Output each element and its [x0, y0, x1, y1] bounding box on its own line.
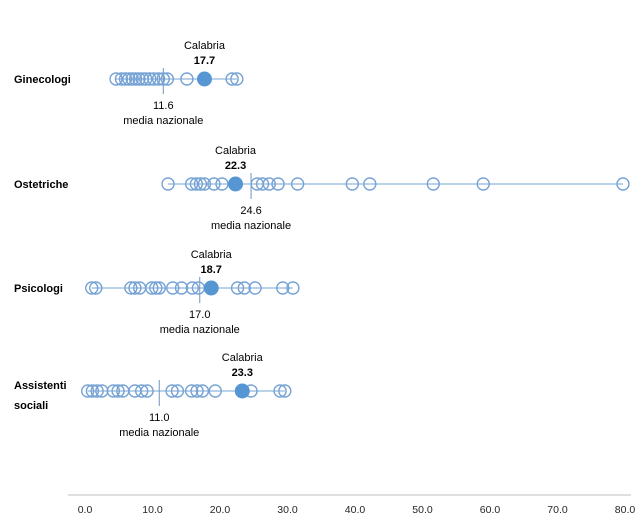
calabria-value-label: 18.7 — [201, 264, 222, 276]
calabria-point — [228, 176, 244, 192]
open-point — [139, 72, 153, 86]
open-point — [184, 177, 199, 191]
open-point — [151, 72, 166, 86]
open-point — [190, 384, 204, 398]
open-point — [90, 384, 104, 398]
x-axis-tick-label: 30.0 — [277, 504, 298, 516]
open-point — [85, 281, 99, 295]
open-point — [476, 177, 490, 191]
mean-name-label: media nazionale — [211, 220, 291, 232]
open-point — [80, 384, 95, 398]
open-point — [276, 281, 290, 295]
open-point — [160, 72, 175, 86]
open-point — [230, 281, 245, 295]
calabria-name-label: Calabria — [222, 352, 264, 364]
open-point — [128, 281, 142, 295]
open-point — [273, 384, 287, 398]
category-label: Ostetriche — [14, 179, 68, 191]
calabria-value-label: 17.7 — [194, 55, 215, 67]
mean-name-label: media nazionale — [123, 115, 203, 127]
open-point — [180, 72, 194, 86]
open-point — [255, 177, 270, 191]
open-point — [165, 384, 179, 398]
open-point — [225, 72, 239, 86]
open-point — [125, 72, 139, 86]
open-point — [195, 384, 210, 398]
calabria-name-label: Calabria — [215, 145, 257, 157]
x-axis-tick-label: 10.0 — [142, 504, 163, 516]
calabria-point — [196, 71, 212, 87]
mean-value-label: 11.0 — [149, 412, 170, 424]
open-point — [149, 281, 163, 295]
open-point — [189, 177, 204, 191]
open-point — [271, 177, 285, 191]
open-point — [286, 281, 300, 295]
open-point — [128, 72, 143, 86]
mean-name-label: media nazionale — [119, 427, 199, 439]
open-point — [248, 281, 262, 295]
open-point — [237, 281, 252, 295]
open-point — [140, 384, 154, 398]
x-axis-tick-label: 40.0 — [345, 504, 366, 516]
mean-name-label: media nazionale — [160, 324, 240, 336]
open-point — [106, 384, 121, 398]
x-axis-tick-label: 20.0 — [210, 504, 231, 516]
open-point — [197, 177, 212, 191]
open-point — [161, 177, 175, 191]
open-point — [89, 281, 103, 295]
calabria-point — [234, 383, 250, 399]
x-axis-tick-label: 60.0 — [480, 504, 501, 516]
mean-value-label: 11.6 — [153, 100, 174, 112]
open-point — [156, 72, 171, 86]
open-point — [109, 72, 123, 86]
calabria-point — [203, 280, 219, 296]
open-point — [185, 281, 200, 295]
open-point — [230, 72, 244, 86]
open-point — [145, 281, 159, 295]
x-axis-tick-label: 50.0 — [412, 504, 433, 516]
x-axis-tick-label: 70.0 — [547, 504, 568, 516]
open-point — [122, 72, 136, 86]
category-label: Psicologi — [14, 283, 63, 295]
x-axis-tick-label: 0.0 — [78, 504, 93, 516]
open-point — [278, 384, 292, 398]
open-point — [132, 72, 146, 86]
open-point — [174, 281, 189, 295]
open-point — [118, 72, 133, 86]
calabria-name-label: Calabria — [191, 249, 233, 261]
open-point — [208, 384, 222, 398]
open-point — [426, 177, 440, 191]
open-point — [134, 384, 149, 398]
mean-value-label: 24.6 — [240, 205, 261, 217]
open-point — [184, 384, 199, 398]
open-point — [193, 177, 208, 191]
category-label: Ginecologi — [14, 74, 71, 86]
open-point — [152, 281, 166, 295]
open-point — [85, 384, 100, 398]
open-point — [143, 72, 157, 86]
calabria-value-label: 23.3 — [232, 367, 253, 379]
open-point — [124, 281, 138, 295]
open-point — [170, 384, 185, 398]
open-point — [207, 177, 221, 191]
open-point — [290, 177, 305, 191]
x-axis-tick-label: 80.0 — [615, 504, 636, 516]
calabria-name-label: Calabria — [184, 40, 226, 52]
mean-value-label: 17.0 — [189, 309, 210, 321]
open-point — [111, 384, 125, 398]
open-point — [363, 177, 377, 191]
open-point — [166, 281, 180, 295]
open-point — [616, 177, 630, 191]
category-label: Assistenti — [14, 380, 67, 392]
open-point — [114, 72, 129, 86]
calabria-value-label: 22.3 — [225, 160, 246, 172]
open-point — [345, 177, 359, 191]
open-point — [147, 72, 161, 86]
category-label: sociali — [14, 400, 48, 412]
open-point — [262, 177, 276, 191]
